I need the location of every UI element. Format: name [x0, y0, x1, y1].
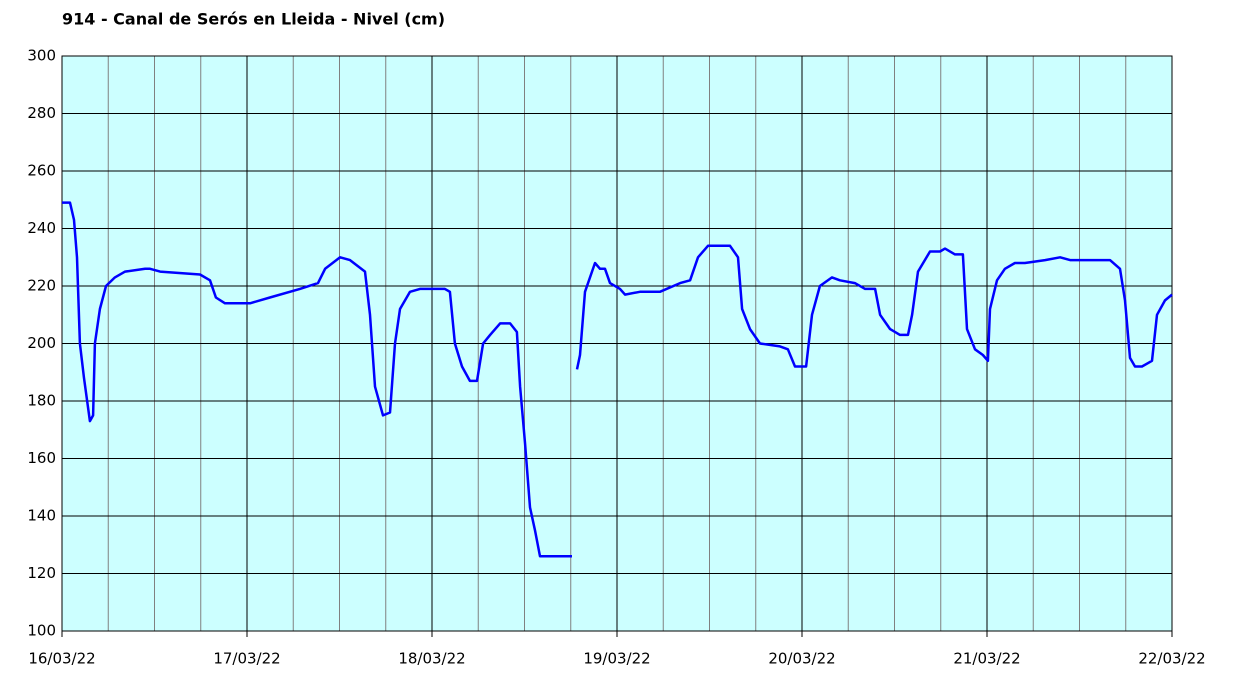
- x-tick-label: 22/03/22: [1138, 650, 1205, 668]
- plot-border: [61, 55, 1173, 632]
- y-tick-label: 200: [27, 334, 56, 352]
- x-tick-label: 20/03/22: [768, 650, 835, 668]
- x-tick-label: 16/03/22: [28, 650, 95, 668]
- y-tick-label: 180: [27, 392, 56, 410]
- x-tick-label: 17/03/22: [213, 650, 280, 668]
- y-tick-label: 300: [27, 47, 56, 65]
- x-tick-label: 18/03/22: [398, 650, 465, 668]
- y-tick-label: 160: [27, 449, 56, 467]
- y-tick-label: 240: [27, 219, 56, 237]
- data-line: [62, 201, 1173, 558]
- y-tick-label: 100: [27, 622, 56, 640]
- y-tick-label: 260: [27, 162, 56, 180]
- x-tick-label: 19/03/22: [583, 650, 650, 668]
- x-tick-label: 21/03/22: [953, 650, 1020, 668]
- y-tick-label: 140: [27, 507, 56, 525]
- y-tick-label: 120: [27, 564, 56, 582]
- chart-title: 914 - Canal de Serós en Lleida - Nivel (…: [62, 10, 445, 29]
- y-tick-label: 280: [27, 104, 56, 122]
- y-tick-label: 220: [27, 277, 56, 295]
